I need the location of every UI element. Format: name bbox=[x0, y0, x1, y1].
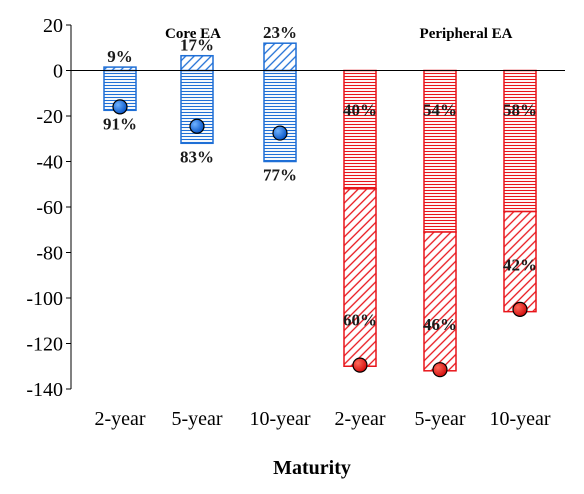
segment-percentage-label: 60% bbox=[343, 310, 377, 329]
bar-segment bbox=[180, 54, 214, 72]
segment-percentage-label: 77% bbox=[263, 166, 297, 185]
bar-segment bbox=[343, 188, 377, 367]
y-tick-label: -60 bbox=[36, 197, 63, 219]
group-labels: Core EA Peripheral EA bbox=[165, 26, 513, 42]
group-label: Core EA bbox=[165, 26, 221, 42]
bar-segment bbox=[423, 231, 457, 372]
x-category-label: 10-year bbox=[249, 408, 310, 430]
x-axis-title: Maturity bbox=[273, 457, 351, 479]
bar-segment bbox=[503, 69, 537, 213]
bar-segment bbox=[423, 69, 457, 233]
x-category-label: 2-year bbox=[94, 408, 145, 430]
bar-segment bbox=[103, 66, 137, 72]
segment-percentage-label: 91% bbox=[103, 114, 137, 133]
bar-segment bbox=[263, 69, 297, 163]
y-tick-label: -40 bbox=[36, 152, 63, 174]
markers bbox=[112, 99, 528, 378]
y-tick-label: -100 bbox=[26, 288, 63, 310]
segment-percentage-label: 42% bbox=[503, 256, 537, 275]
segment-percentage-label: 83% bbox=[180, 147, 214, 166]
bar-segment bbox=[343, 69, 377, 190]
y-tick-label: 20 bbox=[43, 15, 63, 37]
x-axis: 2-year 5-year 10-year 2-year 5-year 10-year bbox=[94, 408, 550, 430]
segment-percentage-label: 46% bbox=[423, 315, 457, 334]
y-tick-label: -20 bbox=[36, 106, 63, 128]
segment-percentage-label: 23% bbox=[263, 23, 297, 42]
marker-point bbox=[432, 362, 448, 378]
y-tick-label: 0 bbox=[53, 61, 63, 83]
x-category-label: 5-year bbox=[414, 408, 465, 430]
bar-segment bbox=[263, 42, 297, 72]
marker-point bbox=[272, 125, 288, 141]
marker-point bbox=[512, 301, 528, 317]
segment-percentage-label: 40% bbox=[343, 101, 377, 120]
group-label: Peripheral EA bbox=[420, 26, 513, 42]
x-category-label: 5-year bbox=[171, 408, 222, 430]
segment-percentage-label: 17% bbox=[180, 36, 214, 55]
y-tick-label: -120 bbox=[26, 334, 63, 356]
x-category-label: 10-year bbox=[489, 408, 550, 430]
bars bbox=[103, 42, 537, 372]
segment-percentage-label: 58% bbox=[503, 101, 537, 120]
marker-point bbox=[189, 118, 205, 134]
segment-percentage-label: 54% bbox=[423, 101, 457, 120]
y-tick-label: -80 bbox=[36, 243, 63, 265]
marker-point bbox=[352, 357, 368, 373]
x-category-label: 2-year bbox=[334, 408, 385, 430]
y-tick-label: -140 bbox=[26, 379, 63, 401]
bar-labels: 91% 9% 83% 17% 77% 23% 40% 60% 54% 46% 58% 42% bbox=[103, 23, 537, 334]
segment-percentage-label: 9% bbox=[107, 47, 133, 66]
y-axis: 20 0 -20 -40 -60 -80 -100 -120 -140 bbox=[26, 15, 72, 401]
marker-point bbox=[112, 99, 128, 115]
